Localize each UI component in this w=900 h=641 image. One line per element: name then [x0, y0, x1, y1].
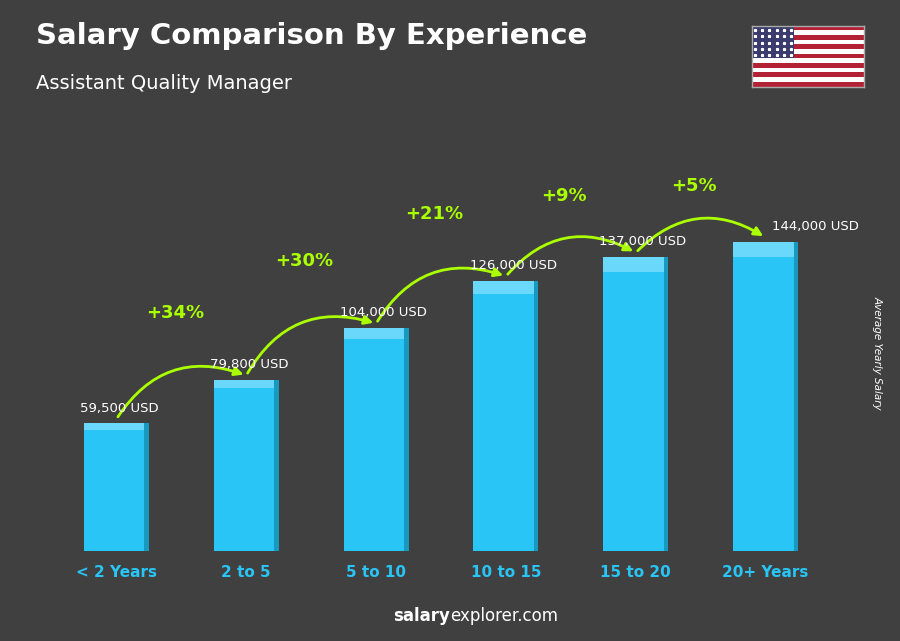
Bar: [214, 380, 274, 388]
Bar: [752, 26, 794, 58]
Bar: [663, 257, 668, 551]
Bar: [752, 68, 864, 72]
FancyArrowPatch shape: [377, 268, 500, 321]
Bar: [603, 257, 663, 551]
Bar: [473, 281, 534, 551]
Bar: [794, 242, 798, 551]
Bar: [344, 328, 404, 339]
Text: Assistant Quality Manager: Assistant Quality Manager: [36, 74, 292, 93]
Text: 144,000 USD: 144,000 USD: [772, 221, 859, 233]
Bar: [144, 424, 148, 551]
Text: Salary Comparison By Experience: Salary Comparison By Experience: [36, 22, 587, 51]
Bar: [603, 257, 663, 272]
Bar: [344, 328, 404, 551]
Text: +30%: +30%: [275, 252, 334, 270]
Text: +9%: +9%: [542, 187, 587, 205]
Text: +34%: +34%: [146, 304, 204, 322]
Bar: [752, 44, 864, 49]
Text: 126,000 USD: 126,000 USD: [470, 259, 556, 272]
Text: +5%: +5%: [671, 177, 717, 195]
Bar: [752, 72, 864, 77]
FancyArrowPatch shape: [248, 317, 371, 373]
Bar: [734, 242, 794, 258]
Text: explorer.com: explorer.com: [450, 607, 558, 625]
Bar: [752, 77, 864, 82]
Bar: [84, 424, 144, 430]
Text: salary: salary: [393, 607, 450, 625]
Bar: [752, 58, 864, 63]
Bar: [752, 82, 864, 87]
Bar: [534, 281, 538, 551]
Text: +21%: +21%: [405, 204, 464, 222]
Bar: [734, 242, 794, 551]
FancyArrowPatch shape: [118, 366, 240, 417]
Bar: [752, 54, 864, 58]
Bar: [752, 49, 864, 54]
Bar: [752, 63, 864, 68]
Bar: [214, 380, 274, 551]
Bar: [473, 281, 534, 294]
Text: 104,000 USD: 104,000 USD: [339, 306, 427, 319]
Bar: [84, 424, 144, 551]
FancyArrowPatch shape: [638, 218, 760, 251]
Bar: [752, 35, 864, 40]
FancyArrowPatch shape: [508, 237, 631, 274]
Text: 79,800 USD: 79,800 USD: [210, 358, 288, 371]
Bar: [752, 26, 864, 30]
Text: Average Yearly Salary: Average Yearly Salary: [872, 296, 883, 410]
Text: 137,000 USD: 137,000 USD: [599, 235, 687, 248]
Text: 59,500 USD: 59,500 USD: [80, 402, 158, 415]
Bar: [274, 380, 279, 551]
Bar: [752, 40, 864, 44]
Bar: [752, 30, 864, 35]
Bar: [404, 328, 409, 551]
